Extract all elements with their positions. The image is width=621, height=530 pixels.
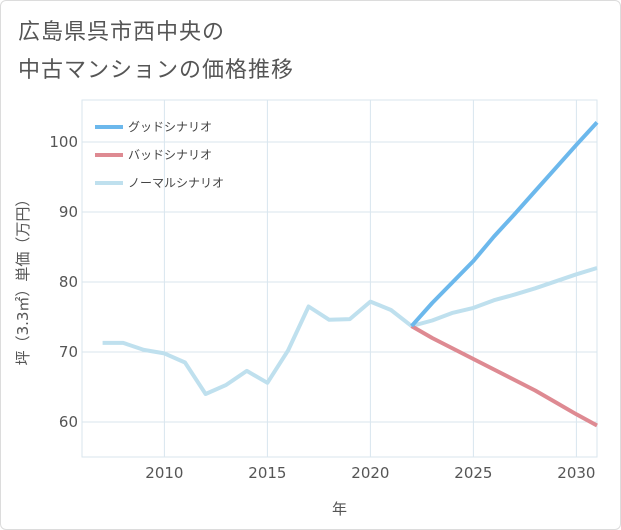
plot-border bbox=[81, 99, 598, 458]
series-line-0 bbox=[410, 121, 599, 328]
y-tick-label: 100 bbox=[49, 133, 78, 151]
legend-label: グッドシナリオ bbox=[128, 120, 212, 134]
x-tick-label: 2025 bbox=[454, 464, 492, 482]
grid bbox=[81, 99, 598, 458]
legend-label: ノーマルシナリオ bbox=[128, 176, 224, 190]
axis-ticks: 2010 2015 2020 2025 2030 60 70 80 90 100 bbox=[49, 133, 595, 482]
series-lines bbox=[102, 121, 599, 428]
x-tick-label: 2015 bbox=[248, 464, 286, 482]
x-tick-label: 2030 bbox=[557, 464, 595, 482]
x-tick-label: 2010 bbox=[145, 464, 183, 482]
y-tick-label: 70 bbox=[59, 343, 78, 361]
series-line-2 bbox=[102, 266, 598, 396]
series-line-1 bbox=[410, 324, 598, 428]
legend-label: バッドシナリオ bbox=[128, 148, 212, 162]
chart-title-line2: 中古マンションの価格推移 bbox=[18, 58, 295, 83]
y-tick-label: 80 bbox=[59, 273, 78, 291]
y-axis-title: 坪（3.3㎡）単価（万円） bbox=[14, 192, 32, 366]
x-axis-title: 年 bbox=[332, 500, 347, 518]
x-tick-label: 2020 bbox=[351, 464, 389, 482]
y-tick-label: 60 bbox=[59, 413, 78, 431]
y-tick-label: 90 bbox=[59, 203, 78, 221]
chart-title: 広島県呉市西中央の 中古マンションの価格推移 bbox=[18, 14, 294, 90]
chart-title-line1: 広島県呉市西中央の bbox=[18, 20, 226, 45]
